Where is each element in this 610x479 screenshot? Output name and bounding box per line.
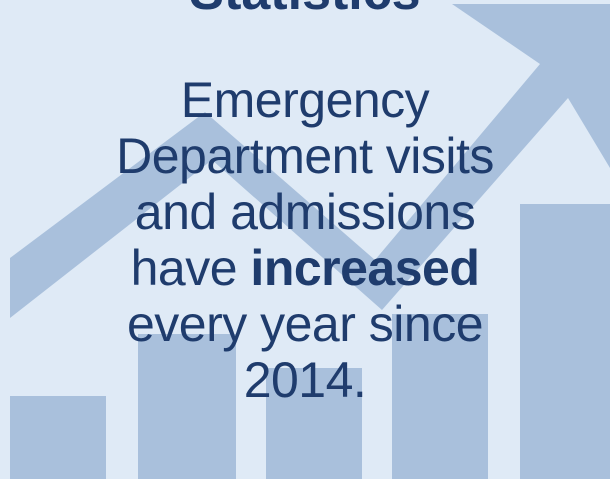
chart-bar-5: [520, 204, 610, 479]
emphasis-increased: increased: [250, 240, 480, 296]
page-title: Statistics: [0, 0, 610, 18]
trend-arrow-icon: [10, 4, 610, 318]
message-line-5: every year since: [126, 296, 484, 352]
chart-bar-4: [392, 314, 488, 479]
chart-bar-3: [266, 368, 362, 479]
message-line-1: Emergency: [180, 72, 430, 128]
message-line-4: have increased: [55, 240, 555, 296]
message-line-2: Department visits: [116, 128, 494, 184]
message-line-4-prefix: have: [130, 240, 251, 296]
chart-bar-2: [138, 334, 236, 479]
message-line-6: 2014.: [243, 352, 367, 408]
chart-bar-1: [10, 396, 106, 479]
statistic-message: Emergency Department visits and admissio…: [55, 72, 555, 408]
message-line-3: and admissions: [134, 184, 476, 240]
